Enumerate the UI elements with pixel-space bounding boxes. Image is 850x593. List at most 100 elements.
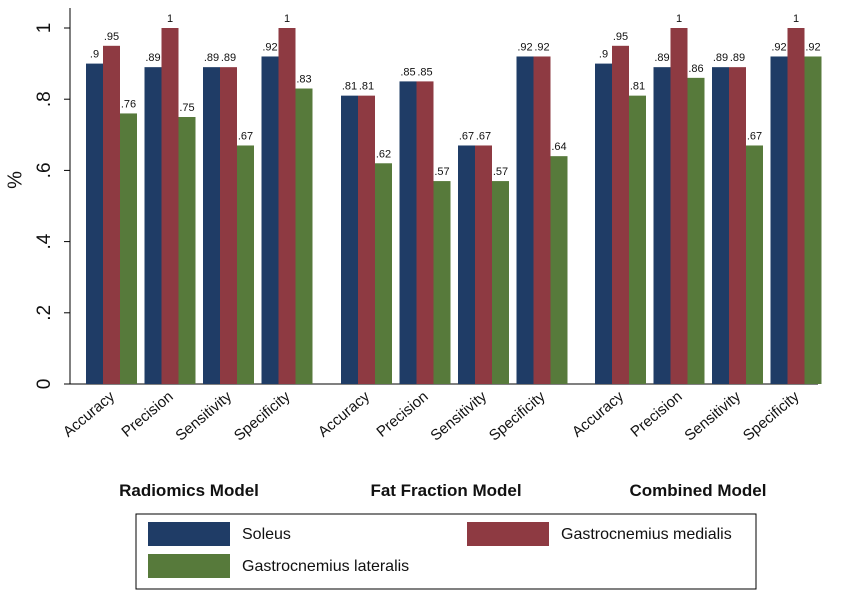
data-label: .67 bbox=[238, 130, 253, 142]
data-label: .92 bbox=[534, 41, 549, 53]
bar-2-3-1 bbox=[787, 28, 805, 384]
data-label: .9 bbox=[599, 49, 608, 61]
data-label: 1 bbox=[167, 13, 173, 25]
data-label: .92 bbox=[262, 41, 277, 53]
y-axis-label: % bbox=[4, 171, 26, 189]
bar-1-3-0 bbox=[516, 56, 534, 384]
bars bbox=[86, 28, 822, 385]
group-label: Fat Fraction Model bbox=[370, 481, 521, 500]
data-label: .9 bbox=[90, 49, 99, 61]
legend: Soleus Gastrocnemius medialis Gastrocnemiu… bbox=[135, 513, 757, 590]
data-label: .67 bbox=[747, 130, 762, 142]
bar-1-3-1 bbox=[533, 56, 551, 384]
data-label: .89 bbox=[145, 52, 160, 64]
data-label: .83 bbox=[296, 74, 311, 86]
legend-swatch bbox=[148, 522, 230, 546]
bar-2-1-1 bbox=[670, 28, 688, 384]
data-label: .67 bbox=[476, 130, 491, 142]
bar-2-3-2 bbox=[804, 56, 822, 384]
category-label: Sensitivity bbox=[427, 388, 490, 445]
bar-1-2-2 bbox=[492, 181, 509, 384]
category-label: Specificity bbox=[486, 388, 549, 445]
category-label: Sensitivity bbox=[681, 388, 744, 445]
bar-0-2-0 bbox=[203, 67, 220, 384]
bar-2-2-1 bbox=[729, 67, 746, 384]
data-label: .62 bbox=[376, 148, 391, 160]
bar-1-1-2 bbox=[433, 181, 451, 384]
y-tick-label: 1 bbox=[34, 23, 55, 34]
bar-2-1-2 bbox=[687, 77, 705, 384]
data-label: .64 bbox=[551, 141, 566, 153]
data-label: .95 bbox=[613, 31, 628, 43]
bar-0-1-1 bbox=[161, 28, 179, 384]
bar-1-0-0 bbox=[341, 95, 358, 384]
data-label: 1 bbox=[676, 13, 682, 25]
bar-2-2-0 bbox=[712, 67, 729, 384]
y-tick-label: .8 bbox=[34, 91, 55, 107]
bar-0-3-2 bbox=[295, 88, 313, 385]
bar-0-3-0 bbox=[261, 56, 279, 384]
bar-2-0-1 bbox=[612, 45, 629, 385]
bar-1-0-1 bbox=[358, 95, 375, 384]
data-label: .89 bbox=[713, 52, 728, 64]
data-label: .89 bbox=[730, 52, 745, 64]
bar-1-1-1 bbox=[416, 81, 434, 385]
bar-1-2-0 bbox=[458, 145, 475, 384]
data-label: .92 bbox=[517, 41, 532, 53]
bar-1-0-2 bbox=[375, 163, 392, 384]
category-label: Precision bbox=[627, 388, 685, 441]
bar-0-2-1 bbox=[220, 67, 237, 384]
y-tick-label: .4 bbox=[34, 233, 55, 249]
bar-0-0-1 bbox=[103, 45, 120, 385]
bar-0-0-0 bbox=[86, 63, 103, 384]
bar-0-1-2 bbox=[178, 117, 196, 384]
bar-1-3-2 bbox=[550, 156, 568, 384]
bar-0-1-0 bbox=[144, 67, 162, 384]
bar-2-0-0 bbox=[595, 63, 612, 384]
data-label: .57 bbox=[493, 166, 508, 178]
bar-1-2-1 bbox=[475, 145, 492, 384]
data-label: .92 bbox=[771, 41, 786, 53]
category-label: Specificity bbox=[740, 388, 803, 445]
bar-0-3-1 bbox=[278, 28, 296, 384]
legend-box bbox=[135, 513, 757, 590]
legend-label: Gastrocnemius medialis bbox=[561, 526, 732, 543]
category-label: Accuracy bbox=[60, 388, 119, 441]
data-label: .85 bbox=[400, 66, 415, 78]
data-label: .95 bbox=[104, 31, 119, 43]
bar-2-2-2 bbox=[746, 145, 763, 384]
legend-label: Gastrocnemius lateralis bbox=[242, 558, 409, 575]
category-label: Accuracy bbox=[315, 388, 374, 441]
category-label: Accuracy bbox=[569, 388, 628, 441]
data-label: .76 bbox=[121, 98, 136, 110]
group-label: Combined Model bbox=[630, 481, 767, 500]
category-label: Sensitivity bbox=[172, 388, 235, 445]
bar-2-1-0 bbox=[653, 67, 671, 384]
bar-1-1-0 bbox=[399, 81, 417, 385]
data-label: .86 bbox=[688, 63, 703, 75]
data-label: .57 bbox=[434, 166, 449, 178]
legend-swatch bbox=[148, 554, 230, 578]
data-label: .89 bbox=[204, 52, 219, 64]
y-tick-label: 0 bbox=[34, 379, 55, 390]
data-label: .89 bbox=[654, 52, 669, 64]
group-label: Radiomics Model bbox=[119, 481, 259, 500]
data-label: .81 bbox=[342, 81, 357, 93]
data-label: .92 bbox=[805, 41, 820, 53]
y-tick-label: .2 bbox=[34, 305, 55, 321]
bar-0-0-2 bbox=[120, 113, 137, 384]
category-label: Precision bbox=[118, 388, 176, 441]
legend-label: Soleus bbox=[242, 526, 291, 543]
bar-0-2-2 bbox=[237, 145, 254, 384]
bar-2-3-0 bbox=[770, 56, 788, 384]
data-label: .81 bbox=[630, 81, 645, 93]
category-label: Precision bbox=[373, 388, 431, 441]
data-label: .81 bbox=[359, 81, 374, 93]
data-label: .85 bbox=[417, 66, 432, 78]
data-labels: .9.95.76.891.75.89.89.67.921.83.81.81.62… bbox=[90, 13, 821, 178]
data-label: 1 bbox=[284, 13, 290, 25]
data-label: 1 bbox=[793, 13, 799, 25]
data-label: .89 bbox=[221, 52, 236, 64]
bar-2-0-2 bbox=[629, 95, 646, 384]
